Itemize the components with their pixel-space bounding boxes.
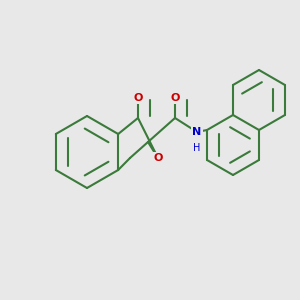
Text: N: N: [192, 127, 202, 137]
Text: O: O: [170, 93, 180, 103]
Text: H: H: [193, 143, 201, 153]
Text: O: O: [153, 153, 163, 163]
Text: O: O: [133, 93, 143, 103]
